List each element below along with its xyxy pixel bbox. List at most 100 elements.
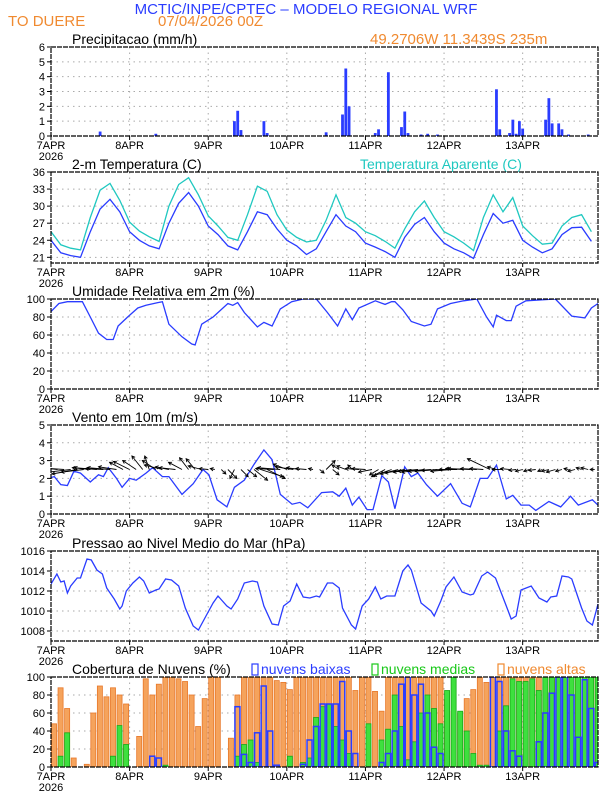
cloud-bar-nuvens-altas <box>345 677 352 767</box>
cloud-bar-nuvens-medias <box>516 681 523 767</box>
wind-arrow-head <box>466 458 471 462</box>
wind-vector <box>331 464 340 470</box>
precip-bar <box>547 98 551 136</box>
panel-pressure: 1008 1010 1012 1014 1016 7APR 8APR 9APR 10APR 11A… <box>21 535 599 668</box>
cloud-bar-nuvens-baixas <box>345 730 353 767</box>
cloud-bar-nuvens-baixas <box>397 683 405 767</box>
cloud-bar-nuvens-medias <box>457 710 464 767</box>
wind-arrow-head <box>73 465 78 470</box>
wind-arrow-head <box>253 473 258 478</box>
cloud-bar-nuvens-altas <box>51 723 57 767</box>
cloud-bar-nuvens-medias <box>162 764 169 767</box>
wind-vector <box>167 461 183 470</box>
wind-arrow-head <box>335 471 340 476</box>
wind-arrow-head <box>187 464 192 469</box>
y-tick-label: 0 <box>39 762 45 774</box>
precip-bar <box>498 129 502 136</box>
wind-arrow-head <box>580 466 585 471</box>
cloud-bar-nuvens-baixas <box>306 739 313 767</box>
wind-arrow-head <box>429 468 435 474</box>
cloud-bar-nuvens-medias <box>437 723 444 767</box>
cloud-bar-nuvens-medias <box>332 726 339 767</box>
plot-area <box>98 68 590 136</box>
wind-arrow-shaft <box>351 468 366 470</box>
wind-arrow-shaft <box>541 469 549 472</box>
cloud-bar-nuvens-baixas <box>234 705 241 767</box>
wind-arrow-head <box>281 475 287 480</box>
wind-vector <box>351 466 366 471</box>
cloud-bar-nuvens-altas <box>437 677 444 767</box>
cloud-bar-nuvens-baixas <box>561 677 569 767</box>
y-tick-label: 27 <box>33 218 45 230</box>
cloud-bar-nuvens-medias <box>286 755 293 767</box>
wind-arrow-head <box>51 471 56 476</box>
wind-vector <box>108 461 124 470</box>
x-tick-label: 8APR <box>115 140 144 152</box>
wind-arrow-shaft <box>168 461 183 470</box>
wind-arrow-shaft <box>580 467 589 470</box>
wind-vector <box>253 469 269 481</box>
wind-vector <box>545 469 556 474</box>
precip-bar <box>557 123 561 136</box>
wind-arrow-head <box>233 475 238 480</box>
x-axis-year: 2026 <box>39 656 63 668</box>
y-tick-label: 6 <box>39 42 45 54</box>
wind-vector <box>357 469 373 474</box>
x-tick-label: 8APR <box>115 645 144 657</box>
wind-arrow-shaft <box>144 455 150 470</box>
y-tick-label: 33 <box>33 184 45 196</box>
wind-arrow-shaft <box>500 468 510 470</box>
x-tick-label: 11APR <box>348 518 382 530</box>
x-tick-label: 7APR <box>37 518 66 530</box>
cloud-bar-nuvens-baixas <box>555 677 562 767</box>
cloud-bar-nuvens-medias <box>483 764 490 767</box>
wind-arrow-shaft <box>369 469 379 476</box>
cloud-bar-nuvens-altas <box>149 694 156 767</box>
wind-vector <box>459 466 477 471</box>
wind-arrow-head <box>370 473 376 478</box>
y-tick-label: 80 <box>33 312 45 324</box>
y-tick-label: 36 <box>33 167 45 179</box>
wind-arrow-head <box>438 467 443 472</box>
x-tick-label: 7APR <box>37 645 66 657</box>
wind-arrow-shaft <box>266 469 286 479</box>
precip-bar <box>233 121 236 136</box>
wind-vector <box>143 463 163 470</box>
wind-vector <box>247 469 258 478</box>
cloud-bar-nuvens-altas <box>372 691 378 767</box>
cloud-bar-nuvens-baixas <box>240 753 248 767</box>
cloud-bar-nuvens-baixas <box>548 692 556 767</box>
cloud-bar-nuvens-altas <box>280 682 287 767</box>
x-tick-label: 9APR <box>194 518 223 530</box>
precip-bar <box>347 106 351 136</box>
cloud-bar-nuvens-medias <box>575 677 582 767</box>
cloud-bar-nuvens-baixas <box>378 761 385 767</box>
wind-arrow-head <box>589 467 594 472</box>
plot-area <box>51 677 598 767</box>
wind-arrow-head <box>522 468 528 473</box>
y-tick-label: 100 <box>27 294 45 306</box>
wind-vector <box>536 468 543 473</box>
wind-arrow-shaft <box>109 461 124 470</box>
x-tick-label: 10APR <box>269 645 304 657</box>
wind-arrow-shaft <box>576 467 582 470</box>
wind-arrow-head <box>185 457 190 463</box>
y-tick-label: 2 <box>39 473 45 485</box>
precip-bar <box>344 68 348 136</box>
cloud-bar-nuvens-baixas <box>325 703 333 767</box>
wind-arrow-head <box>540 468 546 473</box>
cloud-bar-nuvens-baixas <box>587 707 595 767</box>
wind-vector <box>240 469 249 478</box>
plot-area <box>51 448 598 512</box>
wind-arrow-shaft <box>332 469 340 476</box>
cloud-bar-nuvens-medias <box>57 755 64 767</box>
cloud-bar-nuvens-altas <box>70 757 77 767</box>
wind-arrow-head <box>372 472 378 477</box>
wind-arrow-head <box>499 466 504 471</box>
x-tick-label: 12APR <box>427 267 462 279</box>
cloud-bar-nuvens-altas <box>195 726 202 767</box>
cloud-bar-nuvens-altas <box>142 678 149 767</box>
wind-vector <box>368 469 379 476</box>
cloud-bar-nuvens-altas <box>182 681 188 767</box>
precip-bar <box>341 114 344 136</box>
